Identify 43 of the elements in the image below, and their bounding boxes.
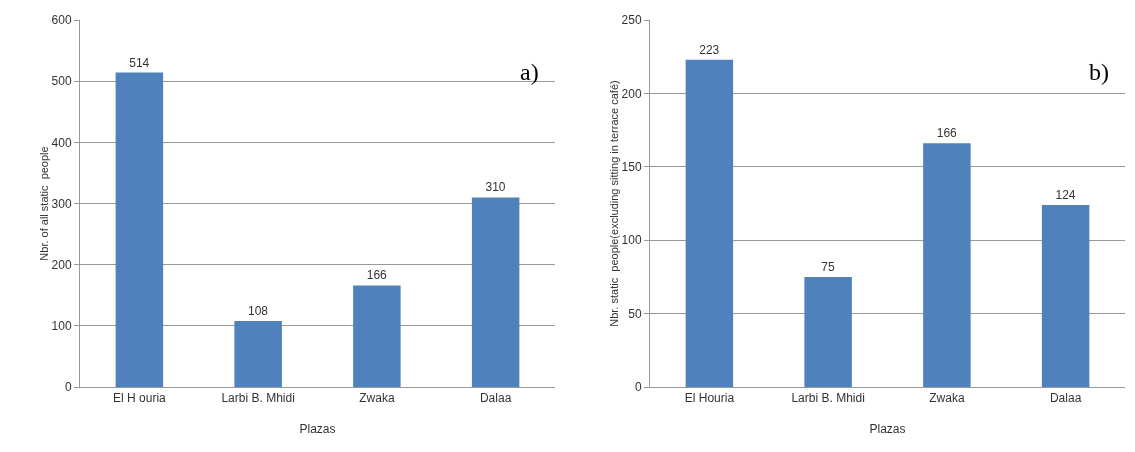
annotation: a) xyxy=(520,59,539,85)
annotation: b) xyxy=(1089,59,1109,85)
y-tick-label: 100 xyxy=(621,233,642,248)
data-label: 166 xyxy=(366,268,388,283)
data-label: 310 xyxy=(485,180,506,195)
data-label: 223 xyxy=(699,42,720,57)
bar xyxy=(685,59,734,387)
y-tick-label: 400 xyxy=(51,135,72,150)
x-tick-label: El H ouria xyxy=(113,391,167,406)
y-tick-label: 250 xyxy=(621,13,642,28)
bar xyxy=(471,197,520,387)
data-label: 75 xyxy=(821,259,835,274)
y-tick-label: 100 xyxy=(51,319,72,334)
data-label: 108 xyxy=(247,303,269,318)
y-axis-title: Nbr. of all static people xyxy=(37,146,50,261)
x-axis-title: Plazas xyxy=(869,422,906,436)
x-tick-label: Larbi B. Mhidi xyxy=(791,391,865,406)
bar xyxy=(1041,204,1090,387)
y-tick-label: 150 xyxy=(621,160,642,174)
x-tick-label: El Houria xyxy=(684,391,735,406)
y-tick-label: 200 xyxy=(621,86,642,101)
x-axis-title: Plazas xyxy=(299,422,336,436)
x-tick-label: Dalaa xyxy=(1049,391,1082,406)
x-tick-label: Zwaka xyxy=(359,391,395,406)
bar xyxy=(234,320,282,387)
y-tick-label: 0 xyxy=(634,380,642,395)
data-label: 124 xyxy=(1055,187,1076,202)
y-tick-label: 50 xyxy=(628,306,642,321)
x-tick-label: Zwaka xyxy=(929,391,965,406)
data-label: 166 xyxy=(936,126,958,141)
x-tick-label: Dalaa xyxy=(479,391,512,406)
y-tick-label: 300 xyxy=(51,196,72,211)
y-tick-label: 0 xyxy=(64,380,72,395)
y-tick-label: 500 xyxy=(51,74,72,89)
x-tick-label: Larbi B. Mhidi xyxy=(221,391,295,406)
bar xyxy=(115,72,164,387)
bar xyxy=(923,143,971,387)
bar xyxy=(804,276,852,387)
y-tick-label: 600 xyxy=(51,13,72,28)
y-axis-title: Nbr. static people(excluding sitting in terrace café) xyxy=(607,80,620,327)
y-tick-label: 200 xyxy=(51,257,72,272)
data-label: 514 xyxy=(129,55,150,70)
bar xyxy=(353,285,401,387)
